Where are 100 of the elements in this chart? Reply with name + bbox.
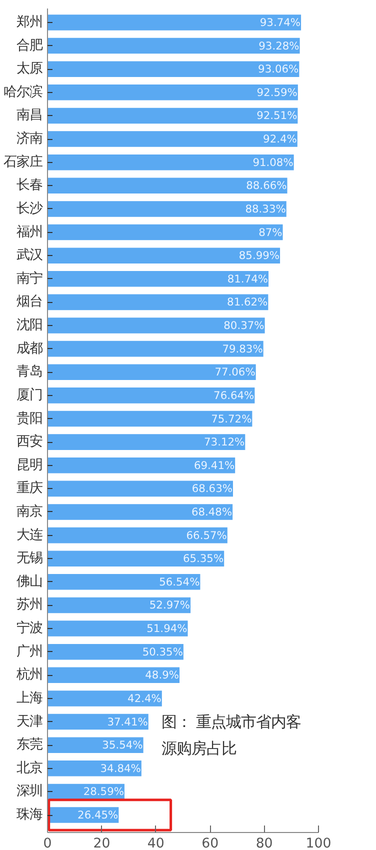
data-label: 88.33%: [245, 202, 286, 216]
bar: [48, 293, 270, 312]
data-label: 37.41%: [107, 715, 148, 728]
bar: [48, 760, 142, 778]
data-label: 68.63%: [192, 482, 232, 496]
y-tick-label: 北京: [16, 760, 42, 776]
y-tick-label: 太原: [16, 62, 42, 77]
y-tick-label: 福州: [16, 224, 42, 240]
y-tick-label: 郑州: [16, 14, 42, 30]
x-tick-label: 20: [93, 836, 110, 850]
bar: [48, 736, 144, 754]
bar: [48, 246, 282, 264]
y-tick-label: 青岛: [16, 364, 42, 380]
bar: [48, 316, 266, 334]
bar: [48, 153, 295, 172]
y-tick-label: 长沙: [16, 201, 42, 216]
bar: [48, 433, 246, 451]
bar: [48, 642, 184, 661]
y-tick-label: 昆明: [16, 458, 42, 473]
y-tick-label: 厦门: [16, 386, 42, 403]
bar: [48, 666, 181, 684]
x-tick-label: 40: [147, 836, 164, 850]
data-label: 92.59%: [256, 86, 298, 99]
bar: [48, 270, 270, 288]
data-label: 69.41%: [194, 458, 235, 472]
data-label: 65.35%: [182, 552, 224, 566]
data-label: 88.66%: [246, 179, 287, 192]
data-label: 51.94%: [146, 622, 188, 636]
bar: [48, 620, 189, 638]
data-label: 50.35%: [142, 645, 183, 658]
bar: [48, 84, 299, 102]
data-label: 92.51%: [256, 109, 298, 122]
bar: [48, 550, 226, 568]
data-label: 93.28%: [258, 39, 300, 52]
y-tick-label: 南京: [16, 504, 42, 520]
bar: [48, 690, 163, 708]
bar: [48, 456, 236, 474]
data-label: 73.12%: [204, 436, 245, 449]
bar: [48, 503, 234, 521]
bar: [48, 106, 299, 125]
y-tick-label: 东莞: [16, 738, 42, 753]
y-tick-label: 天津: [16, 714, 42, 730]
y-tick-label: 苏州: [16, 598, 42, 613]
data-label: 87%: [258, 226, 282, 239]
data-label: 76.64%: [214, 388, 254, 402]
bar: [48, 712, 150, 731]
y-tick-label: 杭州: [16, 668, 42, 683]
data-label: 80.37%: [224, 319, 264, 332]
bar: [48, 340, 264, 358]
bar: [48, 200, 288, 218]
y-tick-label: 南宁: [16, 270, 42, 286]
y-tick-label: 佛山: [16, 574, 42, 590]
bar: [48, 14, 302, 32]
data-label: 56.54%: [159, 575, 200, 588]
bar: [48, 363, 257, 382]
data-label: 77.06%: [214, 366, 256, 379]
data-label: 79.83%: [222, 342, 263, 356]
bar: [48, 526, 228, 544]
y-tick-label: 石家庄: [4, 154, 42, 170]
y-tick-label: 大连: [16, 528, 42, 543]
data-label: 93.74%: [260, 16, 301, 29]
bar: [48, 386, 256, 404]
y-tick-label: 哈尔滨: [4, 84, 42, 100]
data-label: 52.97%: [149, 598, 190, 612]
data-label: 48.9%: [145, 668, 180, 682]
y-tick-label: 上海: [16, 690, 42, 706]
y-tick-label: 珠海: [16, 808, 42, 823]
data-label: 26.45%: [78, 808, 118, 822]
y-tick-label: 西安: [16, 434, 42, 450]
y-tick-label: 重庆: [16, 481, 42, 496]
x-tick-label: 60: [202, 836, 219, 850]
y-tick-label: 烟台: [16, 294, 42, 310]
y-tick-label: 沈阳: [16, 318, 42, 334]
data-label: 28.59%: [83, 785, 124, 798]
x-tick-label: 0: [43, 836, 52, 850]
bar: [48, 36, 301, 55]
y-tick-label: 无锡: [16, 551, 42, 566]
y-tick-label: 广州: [16, 644, 42, 660]
bar: [48, 410, 254, 428]
y-tick-label: 长春: [16, 178, 42, 194]
y-tick-label: 合肥: [16, 38, 42, 54]
y-tick-label: 宁波: [16, 620, 42, 636]
y-tick-label: 深圳: [16, 784, 42, 800]
data-label: 42.4%: [128, 692, 162, 705]
data-label: 81.74%: [227, 272, 268, 286]
y-tick-label: 成都: [16, 341, 42, 356]
data-label: 91.08%: [252, 156, 294, 169]
data-label: 93.06%: [258, 62, 299, 76]
y-tick-label: 济南: [16, 132, 42, 147]
y-tick-label: 南昌: [16, 108, 42, 124]
annotation: 图： 重点城市省内客源购房占比: [161, 712, 302, 758]
bar: [48, 223, 284, 242]
data-label: 85.99%: [238, 249, 280, 262]
bar: [48, 596, 192, 614]
data-label: 81.62%: [227, 296, 268, 309]
y-tick-label: 武汉: [16, 248, 42, 264]
bar: [48, 176, 288, 195]
data-label: 34.84%: [100, 762, 141, 775]
bar: [48, 60, 300, 78]
data-label: 92.4%: [263, 132, 297, 146]
